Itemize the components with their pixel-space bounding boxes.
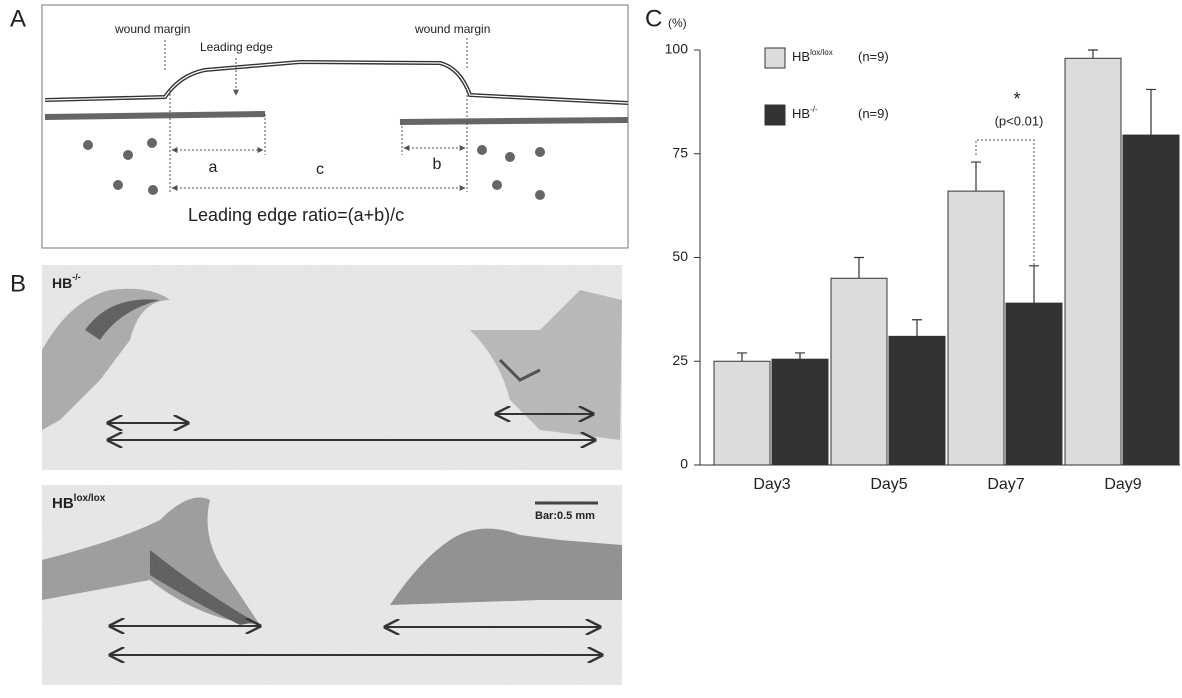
bar xyxy=(888,335,946,466)
error-bar xyxy=(795,352,805,360)
leading-edge-label: Leading edge xyxy=(200,40,273,54)
bar xyxy=(713,360,771,466)
genotype-bottom: HBlox/lox xyxy=(52,493,106,512)
panel-label: C xyxy=(645,5,662,32)
error-bar xyxy=(912,319,922,337)
legend-n: (n=9) xyxy=(858,49,889,64)
bar xyxy=(771,358,829,466)
bar xyxy=(1122,134,1180,466)
genotype-sup: lox/lox xyxy=(74,493,106,504)
y-unit: (%) xyxy=(668,16,687,30)
p-value: (p<0.01) xyxy=(995,113,1044,128)
error-bar xyxy=(1146,88,1156,136)
significance-bracket xyxy=(975,139,1035,265)
leading-edge-left xyxy=(44,111,266,120)
epidermis-line-inner xyxy=(44,61,629,104)
legend-sup: lox/lox xyxy=(810,48,833,57)
ratio-arrows-top xyxy=(108,414,595,440)
legend-swatch xyxy=(764,104,786,126)
genotype-name: HB xyxy=(52,495,74,512)
leading-edge-right xyxy=(399,117,629,125)
ratio-arrows-bottom xyxy=(110,626,602,655)
legend-n: (n=9) xyxy=(858,106,889,121)
y-tick-label: 25 xyxy=(672,352,688,368)
x-tick-label: Day9 xyxy=(1104,476,1141,493)
legend-swatch xyxy=(764,47,786,69)
y-tick-label: 50 xyxy=(672,248,688,264)
legend-label: HBlox/lox (n=9) xyxy=(792,48,889,64)
x-tick-label: Day5 xyxy=(870,476,907,493)
scale-bar-label: Bar:0.5 mm xyxy=(535,510,595,522)
legend-sup: -/- xyxy=(810,105,818,114)
guide-lines xyxy=(164,38,468,192)
error-bar xyxy=(854,256,864,279)
panel-a-frame xyxy=(41,4,629,249)
bar xyxy=(1064,57,1122,466)
legend-label: HB-/- (n=9) xyxy=(792,105,889,121)
significance-star: * xyxy=(1013,89,1020,109)
wound-margin-left: wound margin xyxy=(114,22,190,36)
error-bar xyxy=(737,352,747,362)
genotype-sup: -/- xyxy=(72,272,81,282)
genotype-top: HB-/- xyxy=(52,272,81,290)
bar xyxy=(1005,302,1063,466)
label-a: a xyxy=(209,159,218,176)
error-bar xyxy=(1088,49,1098,59)
bar xyxy=(947,190,1005,466)
measure-arrows xyxy=(171,58,466,191)
y-tick-label: 100 xyxy=(665,41,689,57)
panel-label: A xyxy=(10,5,26,32)
y-tick-label: 0 xyxy=(680,456,688,472)
genotype-name: HB xyxy=(52,275,72,291)
legend-name: HB xyxy=(792,106,810,121)
legend-name: HB xyxy=(792,49,810,64)
y-tick-label: 75 xyxy=(672,144,688,160)
error-bar xyxy=(971,161,981,192)
panel-label: B xyxy=(10,270,26,297)
cells xyxy=(83,138,545,200)
label-c: c xyxy=(316,161,324,178)
label-b: b xyxy=(433,156,442,173)
bar xyxy=(830,277,888,466)
x-tick-label: Day3 xyxy=(753,476,790,493)
wound-margin-right: wound margin xyxy=(414,22,490,36)
x-tick-label: Day7 xyxy=(987,476,1024,493)
formula: Leading edge ratio=(a+b)/c xyxy=(188,205,404,225)
error-bar xyxy=(1029,265,1039,304)
